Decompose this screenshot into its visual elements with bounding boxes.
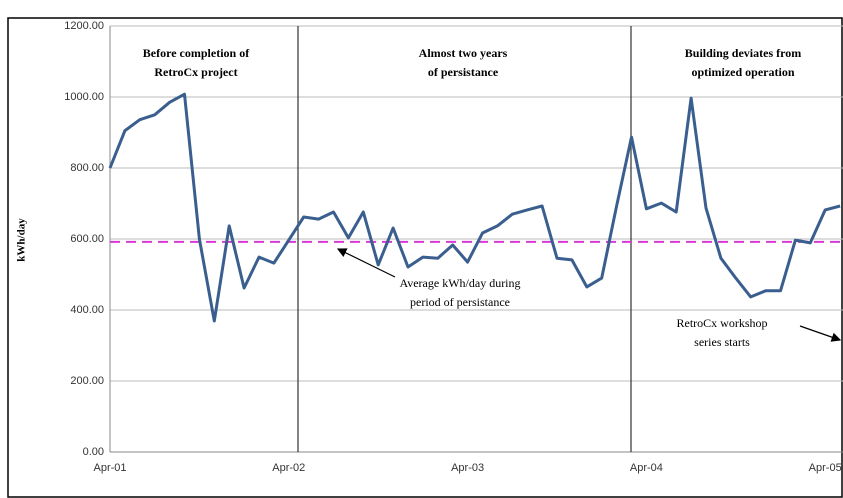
annotation: series starts xyxy=(694,335,750,349)
arrow xyxy=(799,325,842,342)
y-tick-label: 600.00 xyxy=(70,233,104,245)
annotation: of persistance xyxy=(428,65,499,79)
arrow xyxy=(336,248,396,278)
annotation: Almost two years xyxy=(419,46,508,60)
x-tick-label: Apr-01 xyxy=(93,462,126,474)
y-tick-label: 400.00 xyxy=(70,304,104,316)
x-tick-label: Apr-05 xyxy=(809,462,842,474)
y-tick-label: 800.00 xyxy=(70,162,104,174)
y-axis-label: kWh/day xyxy=(16,218,28,262)
annotation: Before completion of xyxy=(143,46,250,60)
x-tick-label: Apr-02 xyxy=(272,462,305,474)
annotation: optimized operation xyxy=(692,65,795,79)
data-line xyxy=(108,92,841,323)
annotation: Building deviates from xyxy=(685,46,801,60)
x-tick-label: Apr-04 xyxy=(630,462,663,474)
annotation: RetroCx workshop xyxy=(677,316,768,330)
y-tick-label: 1000.00 xyxy=(64,91,104,103)
x-tick-label: Apr-03 xyxy=(451,462,484,474)
y-tick-label: 0.00 xyxy=(83,446,104,458)
y-tick-label: 1200.00 xyxy=(64,20,104,32)
annotation: period of persistance xyxy=(410,295,510,309)
annotation: Average kWh/day during xyxy=(399,276,520,290)
annotation: RetroCx project xyxy=(154,65,237,79)
y-tick-label: 200.00 xyxy=(70,375,104,387)
